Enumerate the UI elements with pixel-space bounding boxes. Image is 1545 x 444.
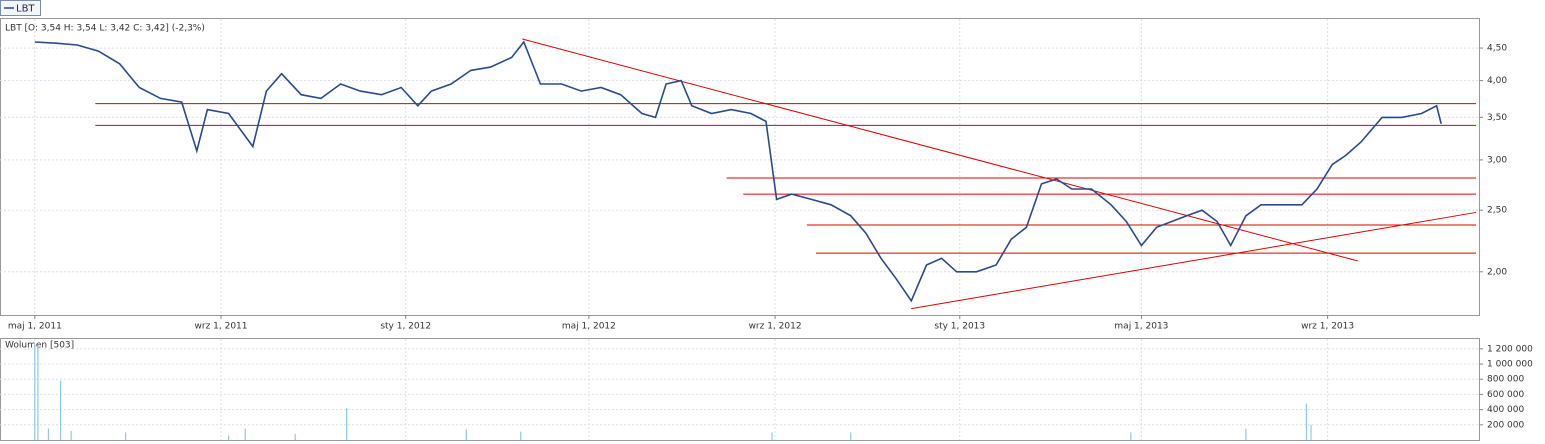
x-tick-label: maj 1, 2013 [1114,322,1168,332]
volume-bar [850,432,852,440]
y-tick-label: 1 000 000 [1487,360,1533,370]
volume-bar [47,428,50,440]
y-tick-label: 200 000 [1487,420,1524,430]
x-tick-label: wrz 1, 2011 [195,322,248,332]
symbol-button[interactable] [0,0,41,16]
x-tick-label: wrz 1, 2013 [1301,322,1354,332]
x-tick-label: sty 1, 2012 [380,322,431,332]
price-line [34,40,1442,303]
y-tick-label: 3,50 [1487,113,1507,123]
volume-bar [1245,428,1247,440]
price-legend: LBT [O: 3,54 H: 3,54 L: 3,42 C: 3,42] (-… [5,24,205,34]
y-tick-label: 4,50 [1487,44,1507,54]
volume-bar [771,432,773,440]
volume-bar [294,433,296,440]
volume-bar [70,430,72,440]
x-tick-label: wrz 1, 2012 [749,322,802,332]
trend-line [911,211,1477,310]
x-tick-label: maj 1, 2012 [562,322,616,332]
volume-panel [0,338,1480,441]
volume-legend: Wolumen [503] [5,341,74,351]
x-tick-label: sty 1, 2013 [934,322,985,332]
y-tick-label: 800 000 [1487,375,1524,385]
volume-bar [346,408,348,440]
volume-bar [37,345,39,440]
y-tick-label: 3,00 [1487,155,1507,165]
volume-bar [59,380,62,440]
volume-bar [244,428,246,440]
y-tick-label: 400 000 [1487,405,1524,415]
y-tick-label: 2,50 [1487,206,1507,216]
y-tick-label: 1 200 000 [1487,344,1533,354]
volume-bar [1130,432,1132,440]
volume-bar [227,435,230,440]
y-tick-label: 2,00 [1487,267,1507,277]
price-panel [0,18,1480,316]
volume-bar [34,345,36,440]
y-tick-label: 4,00 [1487,76,1507,86]
volume-bar [465,429,467,440]
button-label[interactable]: LBT [16,4,35,15]
x-tick-label: maj 1, 2011 [8,322,62,332]
volume-bar [125,432,127,440]
y-tick-label: 600 000 [1487,390,1524,400]
volume-bar [1305,403,1308,440]
volume-bar [520,431,522,440]
volume-bar [1310,424,1312,440]
